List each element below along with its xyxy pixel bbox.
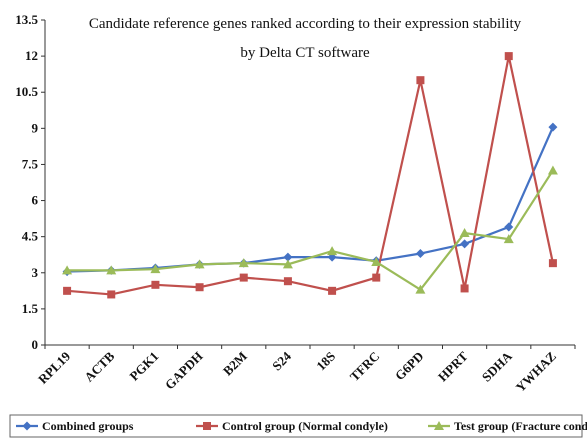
series-line-control-group <box>66 55 554 296</box>
chart-subtitle: by Delta CT software <box>240 45 370 61</box>
data-point-test-group <box>62 265 73 275</box>
data-point-control-group <box>416 76 425 85</box>
data-point-test-group <box>150 264 161 274</box>
data-point-combined-groups <box>327 252 337 262</box>
data-point-test-group <box>282 259 293 269</box>
data-point-test-group <box>415 284 426 294</box>
series-line-test-group <box>67 169 554 292</box>
y-tick-label: 10.5 <box>15 84 38 99</box>
y-tick-label: 13.5 <box>15 12 38 27</box>
data-point-test-group <box>459 228 470 238</box>
data-point-test-group <box>503 234 514 244</box>
data-point-control-group <box>151 280 160 289</box>
data-point-control-group <box>372 273 381 282</box>
y-tick-label: 6 <box>32 193 39 208</box>
legend-marker-combined-groups <box>22 421 32 431</box>
y-tick-label: 3 <box>32 265 39 280</box>
y-tick-label: 1.5 <box>22 301 39 316</box>
data-point-test-group <box>327 246 338 256</box>
legend-label-combined-groups: Combined groups <box>42 419 134 433</box>
data-point-combined-groups <box>504 222 514 232</box>
legend-marker-control-group <box>203 422 211 430</box>
legend-marker-test-group <box>434 421 444 430</box>
series-control-group <box>63 52 557 299</box>
data-point-combined-groups <box>415 249 425 259</box>
data-point-test-group <box>371 256 382 266</box>
y-tick-label: 7.5 <box>22 156 39 171</box>
data-point-control-group <box>460 284 469 293</box>
y-tick-label: 12 <box>25 48 38 63</box>
data-point-combined-groups <box>548 122 558 132</box>
series-test-group <box>62 165 558 294</box>
legend-box <box>9 414 583 438</box>
data-point-control-group <box>283 277 292 286</box>
data-point-test-group <box>238 258 249 268</box>
data-point-control-group <box>107 290 116 299</box>
chart-title: Candidate reference genes ranked accordi… <box>89 16 522 32</box>
legend-label-control-group: Control group (Normal condyle) <box>222 419 388 433</box>
legend: Combined groups Control group (Normal con… <box>9 414 587 438</box>
data-point-control-group <box>328 286 337 295</box>
y-tick-label: 4.5 <box>22 229 39 244</box>
data-point-test-group <box>194 259 205 269</box>
data-point-combined-groups <box>283 252 293 262</box>
data-point-test-group <box>547 165 558 175</box>
y-tick-label: 0 <box>32 337 39 352</box>
data-point-control-group <box>63 286 72 295</box>
data-point-combined-groups <box>460 239 470 249</box>
y-tick-label: 9 <box>32 120 39 135</box>
data-point-test-group <box>106 265 117 275</box>
data-point-control-group <box>195 283 204 292</box>
data-point-control-group <box>548 259 557 268</box>
data-point-control-group <box>504 52 513 61</box>
series-layer <box>62 52 558 299</box>
data-point-control-group <box>239 273 248 282</box>
legend-label-test-group: Test group (Fracture condyle) <box>454 419 587 433</box>
